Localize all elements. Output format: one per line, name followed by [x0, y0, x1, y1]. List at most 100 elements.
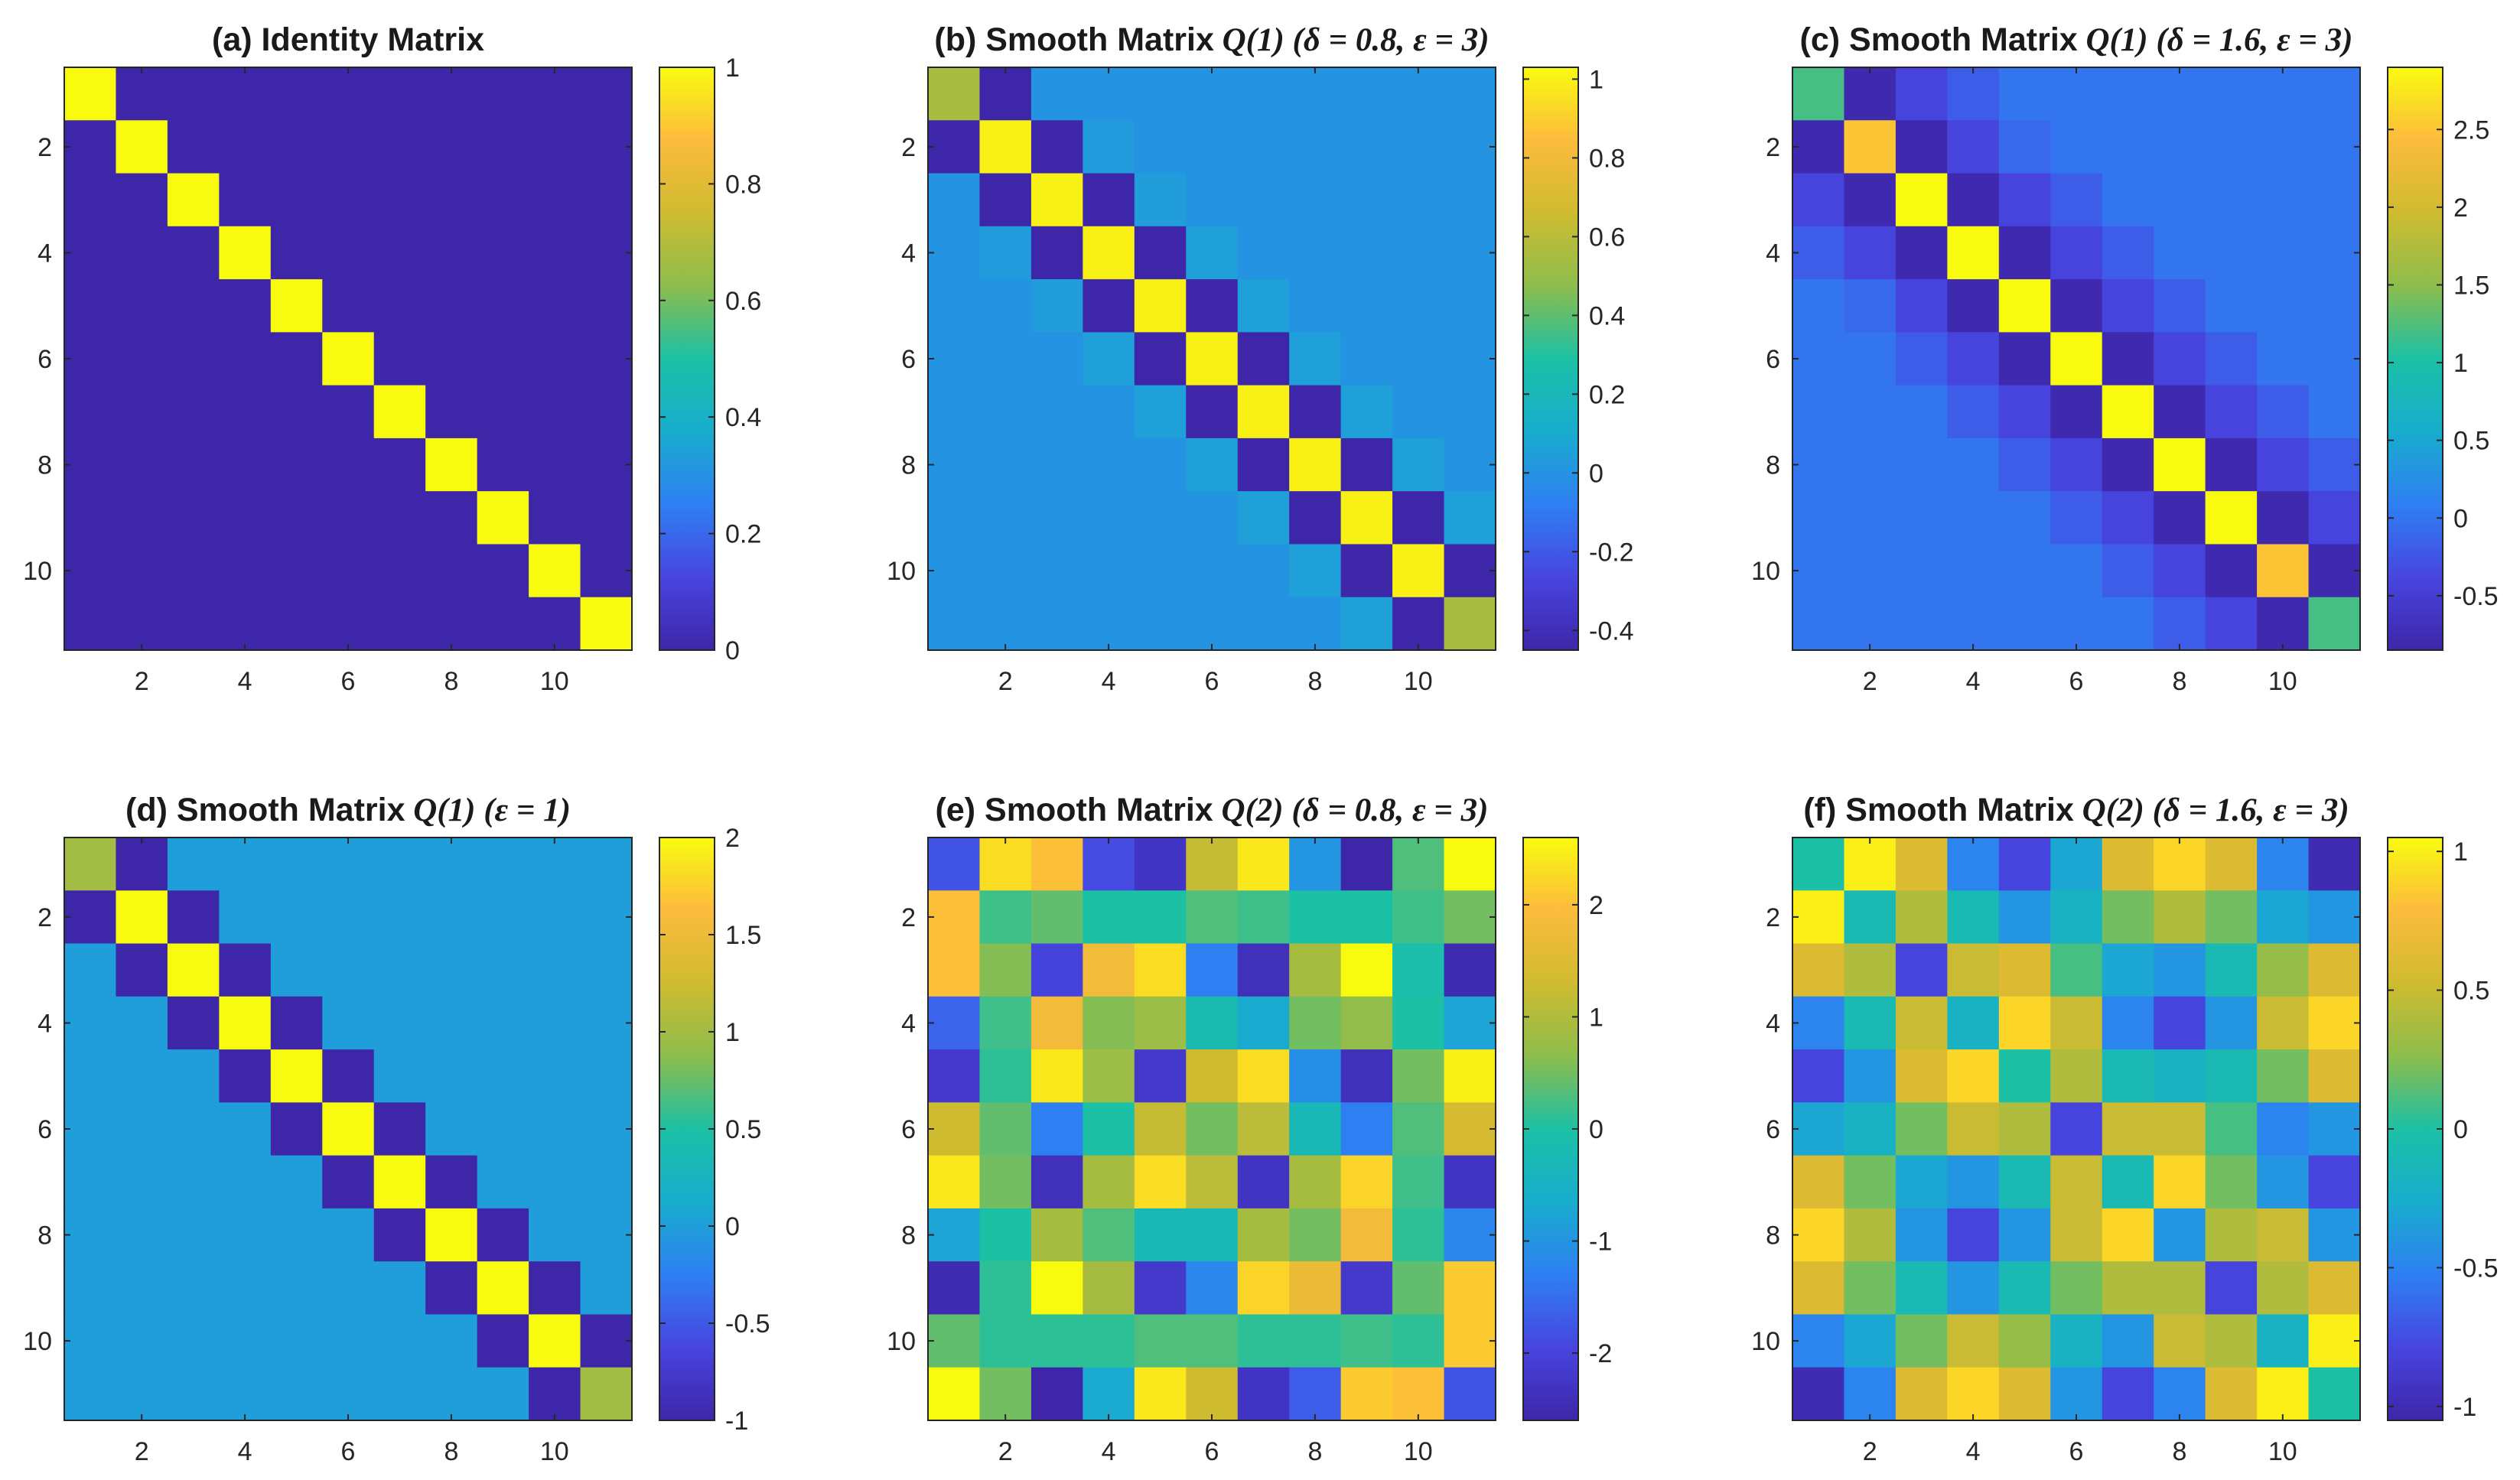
- heatmap-cell: [1998, 67, 2051, 121]
- heatmap-cell: [2154, 544, 2206, 598]
- heatmap-cell: [2308, 226, 2361, 280]
- heatmap-cell: [529, 332, 581, 386]
- heatmap-cell: [1134, 437, 1187, 492]
- heatmap-cell: [1237, 491, 1290, 545]
- heatmap-cell: [219, 890, 272, 945]
- heatmap-cell: [64, 890, 117, 945]
- heatmap-cell: [529, 437, 581, 492]
- heatmap-cell: [580, 996, 633, 1050]
- heatmap-cell: [477, 1367, 529, 1421]
- heatmap-cell: [116, 226, 168, 280]
- panel-title-f: (f) Smooth Matrix Q(2) (δ = 1.6, ε = 3): [1803, 792, 2349, 828]
- heatmap-cell: [1083, 385, 1135, 439]
- heatmap-cell: [167, 385, 220, 439]
- heatmap-cell: [928, 1208, 981, 1262]
- heatmap-cell: [2102, 491, 2154, 545]
- heatmap-cell: [1792, 1367, 1845, 1421]
- heatmap-cell: [580, 1261, 633, 1316]
- heatmap-cell: [219, 544, 272, 598]
- heatmap-cell: [1792, 1208, 1845, 1262]
- heatmap-cell: [2257, 279, 2310, 333]
- heatmap-cell: [1289, 544, 1342, 598]
- heatmap-cell: [167, 996, 220, 1050]
- heatmap-cell: [1289, 332, 1342, 386]
- panel-title-c: (c) Smooth Matrix Q(1) (δ = 1.6, ε = 3): [1800, 21, 2353, 58]
- heatmap-cell: [1340, 491, 1393, 545]
- heatmap-cell: [1792, 332, 1845, 386]
- heatmap-cell: [928, 1367, 981, 1421]
- heatmap-cell: [979, 491, 1032, 545]
- heatmap-cell: [270, 544, 323, 598]
- colorbar-tick-label: 1: [2453, 349, 2468, 378]
- colorbar-a: [659, 67, 715, 651]
- heatmap-cell: [1947, 1208, 2000, 1262]
- heatmap-cell: [1237, 1155, 1290, 1209]
- heatmap-cell: [270, 890, 323, 945]
- y-tick-label: 6: [1766, 345, 1780, 374]
- heatmap-cell: [2308, 1102, 2361, 1156]
- heatmap-cell: [979, 226, 1032, 280]
- heatmap-cell: [64, 996, 117, 1050]
- heatmap-cell: [1186, 1155, 1239, 1209]
- heatmap-cell: [1444, 1208, 1496, 1262]
- heatmap-cell: [270, 226, 323, 280]
- heatmap-cell: [1895, 1155, 1948, 1209]
- heatmap-cell: [1083, 437, 1135, 492]
- heatmap-cell: [1289, 1367, 1342, 1421]
- heatmap-cell: [1237, 120, 1290, 174]
- heatmap-cell: [1844, 385, 1897, 439]
- heatmap-cell: [1237, 173, 1290, 227]
- heatmap-cell: [2154, 1367, 2206, 1421]
- heatmap-cell: [2308, 544, 2361, 598]
- heatmap-cell: [1083, 1261, 1135, 1316]
- heatmap-cell: [1792, 597, 1845, 651]
- heatmap-cell: [1237, 1049, 1290, 1103]
- heatmap-cell: [1444, 332, 1496, 386]
- heatmap-cell: [1895, 385, 1948, 439]
- heatmap-cell: [1289, 1261, 1342, 1316]
- heatmap-cell: [1340, 120, 1393, 174]
- heatmap-cell: [373, 67, 426, 121]
- heatmap-cell: [1134, 597, 1187, 651]
- heatmap-cell: [580, 491, 633, 545]
- colorbar-tick-label: 2: [725, 824, 740, 853]
- heatmap-cell: [1237, 544, 1290, 598]
- heatmap-cell: [425, 1208, 478, 1262]
- heatmap-cell: [425, 1102, 478, 1156]
- heatmap-cell: [219, 943, 272, 997]
- heatmap-cell: [1030, 1208, 1083, 1262]
- heatmap-cell: [1237, 279, 1290, 333]
- heatmap-cell: [1392, 385, 1445, 439]
- heatmap-cell: [979, 173, 1032, 227]
- heatmap-cell: [2154, 173, 2206, 227]
- heatmap-cell: [1289, 385, 1342, 439]
- heatmap-cell: [1134, 1367, 1187, 1421]
- heatmap-cell: [1030, 544, 1083, 598]
- heatmap-cell: [116, 1155, 168, 1209]
- heatmap-cell: [477, 943, 529, 997]
- heatmap-cell: [167, 437, 220, 492]
- heatmap-cell: [270, 437, 323, 492]
- heatmap-cell: [1340, 838, 1393, 891]
- heatmap-cell: [580, 890, 633, 945]
- heatmap-cell: [2205, 1261, 2258, 1316]
- heatmap-cell: [2102, 1367, 2154, 1421]
- heatmap-cell: [1844, 1261, 1897, 1316]
- heatmap-cell: [1998, 385, 2051, 439]
- heatmap-cell: [64, 1102, 117, 1156]
- heatmap-cell: [116, 1367, 168, 1421]
- heatmap-cell: [425, 279, 478, 333]
- heatmap-cell: [116, 385, 168, 439]
- y-tick-label: 4: [901, 1009, 916, 1038]
- heatmap-cell: [2308, 1367, 2361, 1421]
- heatmap-cell: [928, 67, 981, 121]
- heatmap-cell: [1444, 544, 1496, 598]
- heatmap-cell: [2257, 1155, 2310, 1209]
- heatmap-cell: [1947, 1155, 2000, 1209]
- heatmap-cell: [2205, 1102, 2258, 1156]
- heatmap-cell: [2154, 1208, 2206, 1262]
- colorbar-tick-label: 0: [1589, 459, 1603, 488]
- heatmap-cell: [1444, 1102, 1496, 1156]
- heatmap-cell: [1844, 437, 1897, 492]
- heatmap-cell: [529, 120, 581, 174]
